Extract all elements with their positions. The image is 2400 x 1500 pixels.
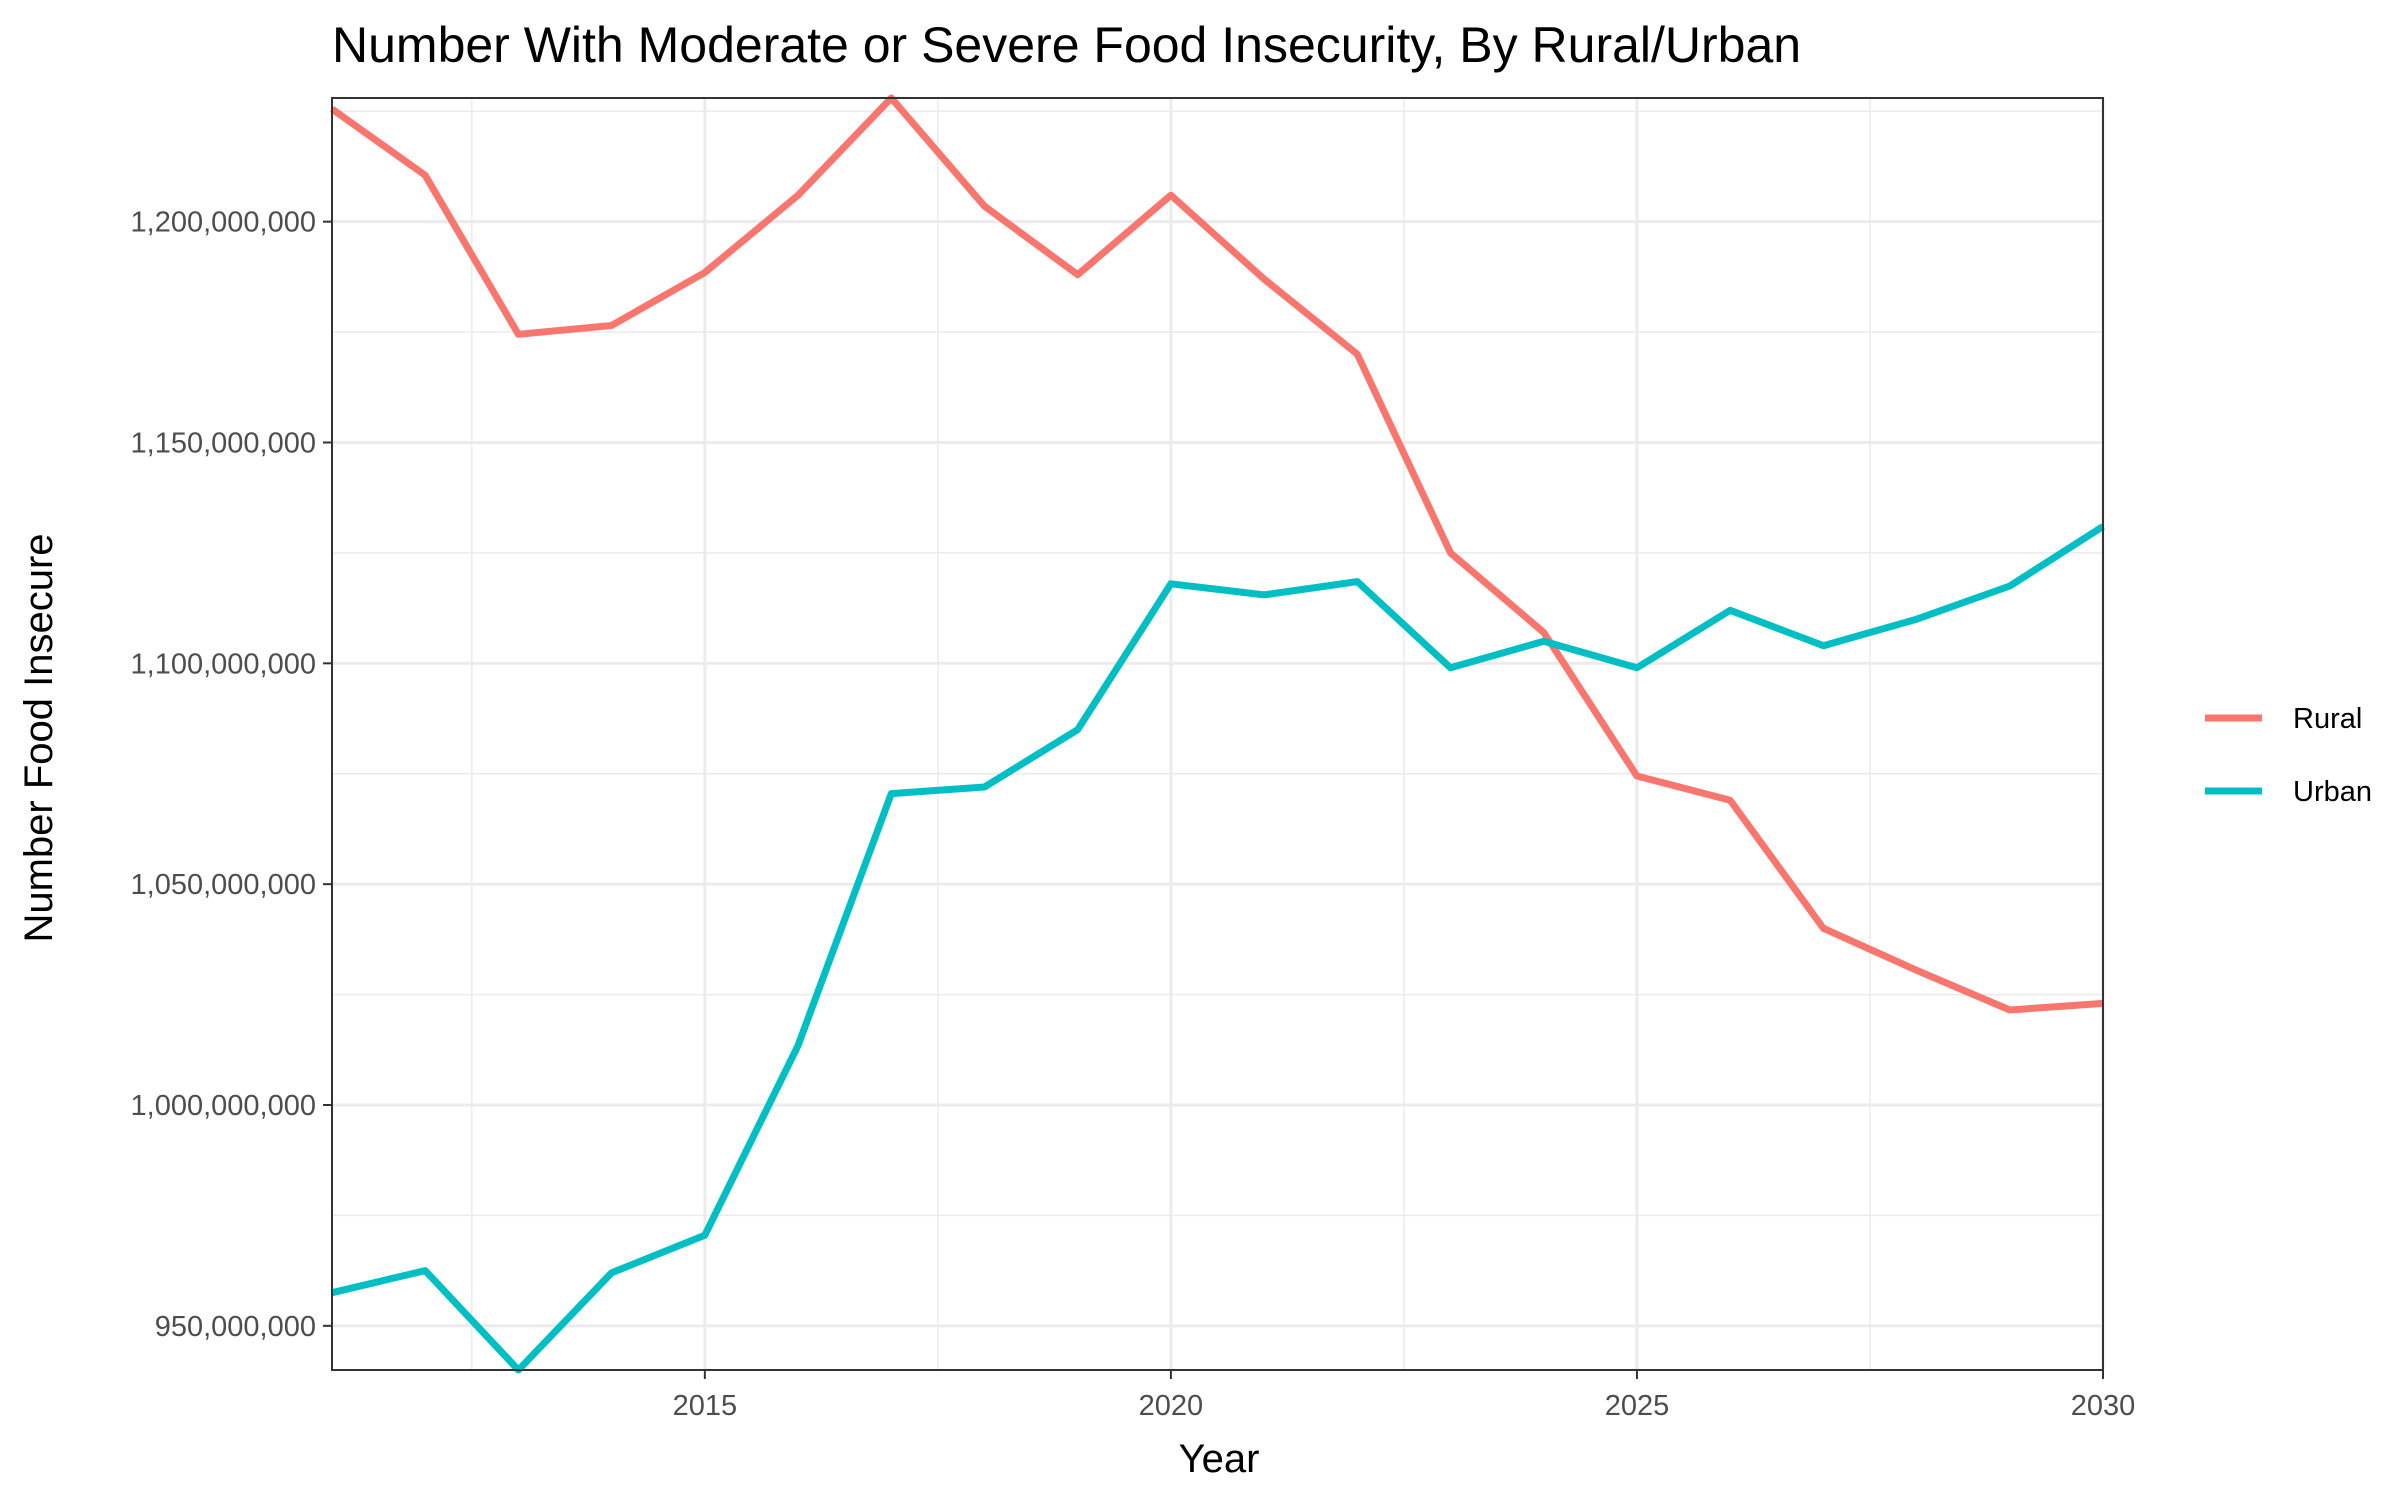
x-tick-label: 2030 [2071, 1390, 2136, 1422]
series-line-urban [331, 523, 2105, 1374]
y-tick-label: 1,150,000,000 [131, 428, 316, 460]
panel-border [331, 97, 2104, 1371]
y-tick-label: 1,000,000,000 [131, 1090, 316, 1122]
minor-gridlines [332, 98, 2103, 1370]
series-lines [329, 94, 2105, 1374]
x-axis-title: Year [1179, 1437, 1260, 1481]
x-tick-label: 2025 [1605, 1390, 1670, 1422]
y-axis-title: Number Food Insecure [17, 533, 61, 942]
legend: Rural Urban [2205, 703, 2372, 808]
x-tick-label: 2015 [673, 1390, 738, 1422]
chart-title: Number With Moderate or Severe Food Inse… [332, 17, 1801, 73]
x-tick-label: 2020 [1139, 1390, 1204, 1422]
legend-label-rural: Rural [2293, 703, 2362, 735]
x-axis: 2015 2020 2025 2030 [673, 1370, 2136, 1422]
series-line-rural [329, 94, 2104, 1014]
y-tick-label: 950,000,000 [155, 1311, 316, 1343]
y-tick-label: 1,100,000,000 [131, 648, 316, 680]
y-tick-label: 1,200,000,000 [131, 207, 316, 239]
y-tick-label: 1,050,000,000 [131, 869, 316, 901]
y-axis: 950,000,000 1,000,000,000 1,050,000,000 1,1… [131, 207, 332, 1343]
legend-label-urban: Urban [2293, 776, 2372, 808]
